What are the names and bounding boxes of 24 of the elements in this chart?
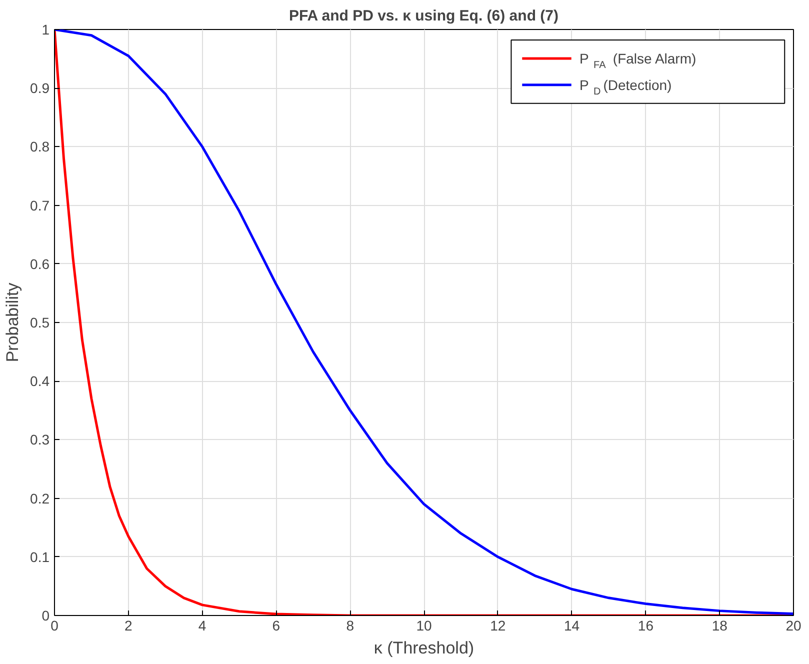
x-tick-label: 8: [346, 618, 354, 634]
x-tick-label: 6: [272, 618, 280, 634]
y-tick-label: 0.3: [30, 432, 50, 448]
y-tick-label: 0.6: [30, 256, 50, 272]
x-tick-label: 14: [564, 618, 580, 634]
y-tick-label: 0: [42, 608, 50, 624]
y-tick-label: 0.7: [30, 197, 50, 214]
x-tick-label: 20: [786, 618, 802, 634]
y-tick-label: 0.2: [30, 490, 50, 506]
chart-title: PFA and PD vs. κ using Eq. (6) and (7): [288, 8, 558, 24]
y-tick-label: 0.5: [30, 314, 50, 330]
x-tick-label: 12: [490, 618, 506, 634]
y-tick-label: 0.4: [30, 373, 50, 390]
y-tick-label: 0.1: [30, 548, 50, 565]
y-axis-title: Probability: [3, 282, 22, 362]
x-axis-title: κ (Threshold): [374, 638, 474, 658]
y-tick-label: 0.9: [30, 80, 50, 96]
y-tick-label: 0.8: [30, 138, 50, 155]
x-tick-label: 18: [712, 618, 728, 634]
x-tick-label: 4: [198, 618, 206, 634]
y-tick-label: 1: [42, 22, 50, 38]
x-tick-label: 16: [638, 618, 654, 634]
x-tick-label: 10: [416, 618, 432, 634]
x-tick-label: 2: [124, 618, 133, 634]
